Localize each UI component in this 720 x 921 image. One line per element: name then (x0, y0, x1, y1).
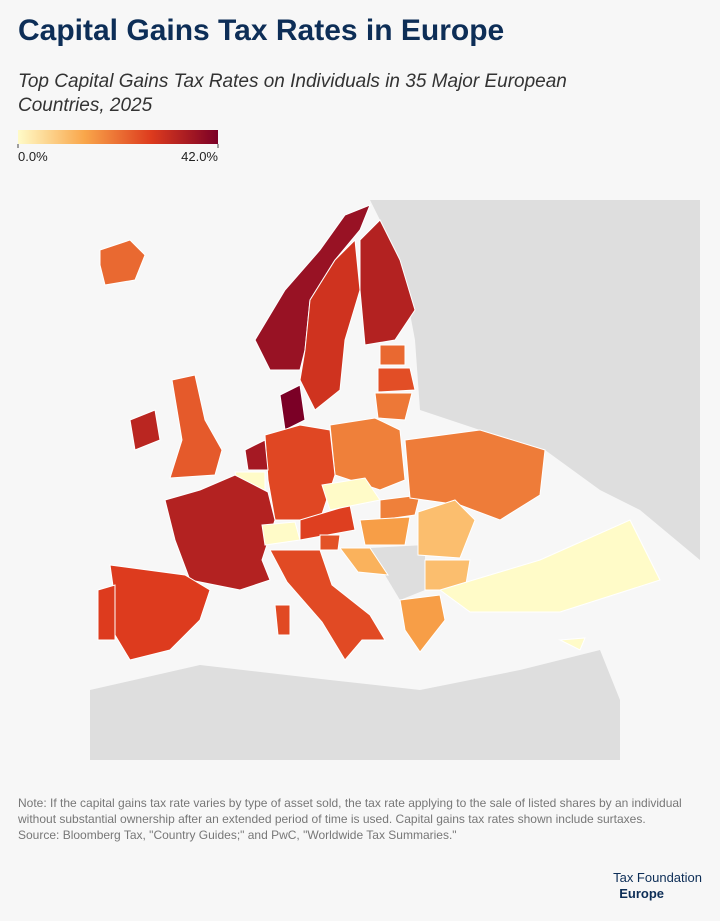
country (558, 637, 586, 651)
country (377, 367, 416, 393)
country (264, 424, 336, 521)
country (379, 344, 406, 366)
country (299, 504, 356, 541)
logo: Tax Foundation (613, 870, 702, 885)
country (299, 238, 361, 411)
country (404, 429, 546, 521)
country (379, 494, 421, 521)
land (370, 200, 700, 560)
country (438, 519, 661, 613)
country (279, 384, 306, 431)
country (329, 417, 406, 491)
colorbar-tick-label: 42.0% (181, 149, 218, 164)
country (339, 547, 390, 576)
country (417, 499, 476, 559)
source: Source: Bloomberg Tax, "Country Guides;"… (18, 828, 457, 842)
country (164, 474, 276, 591)
country (269, 549, 386, 661)
country (169, 374, 223, 479)
country (129, 409, 161, 451)
country (319, 534, 341, 551)
country (359, 516, 411, 546)
land (370, 545, 425, 600)
country (359, 219, 416, 346)
land (90, 650, 620, 760)
country (244, 439, 269, 471)
background-land (90, 200, 700, 760)
country (261, 521, 301, 546)
country (99, 239, 146, 286)
notes: Note: If the capital gains tax rate vari… (18, 795, 708, 843)
country (274, 604, 291, 636)
country (97, 584, 116, 641)
note: Note: If the capital gains tax rate vari… (18, 796, 682, 826)
title: Capital Gains Tax Rates in Europe (18, 14, 505, 47)
country (254, 204, 371, 371)
colorbar-tick-label: 0.0% (18, 149, 48, 164)
subtitle: Top Capital Gains Tax Rates on Individua… (18, 71, 567, 116)
colorbar (18, 130, 218, 144)
logo: Europe (619, 886, 664, 901)
country (399, 594, 446, 653)
country (374, 392, 413, 421)
